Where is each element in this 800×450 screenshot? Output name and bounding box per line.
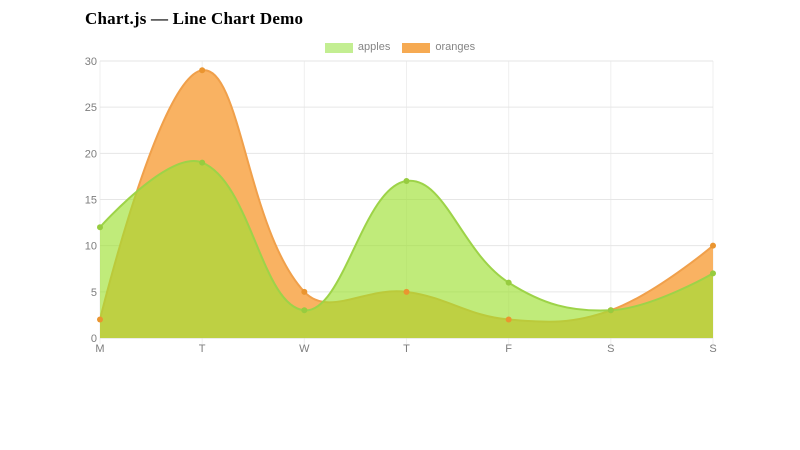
x-tick-label: F xyxy=(505,343,512,355)
y-tick-label: 15 xyxy=(85,195,97,207)
oranges-point[interactable] xyxy=(505,316,512,323)
y-tick-label: 0 xyxy=(91,333,97,345)
legend-swatch-oranges xyxy=(402,42,431,53)
apples-point[interactable] xyxy=(199,159,206,166)
x-tick-label: T xyxy=(199,343,206,355)
y-tick-label: 30 xyxy=(85,56,97,68)
legend-label: oranges xyxy=(435,41,476,53)
apples-point[interactable] xyxy=(97,224,103,231)
chart-legend: apples oranges xyxy=(0,42,800,53)
oranges-point[interactable] xyxy=(710,242,716,249)
x-tick-label: W xyxy=(299,343,310,355)
apples-area xyxy=(100,161,713,338)
x-tick-label: S xyxy=(607,343,614,355)
apples-point[interactable] xyxy=(403,178,410,185)
y-tick-label: 5 xyxy=(91,287,97,299)
legend-swatch-apples xyxy=(324,42,353,53)
x-tick-label: S xyxy=(709,343,716,355)
oranges-point[interactable] xyxy=(199,67,206,74)
legend-item-apples: apples xyxy=(324,41,391,53)
x-tick-label: T xyxy=(403,343,410,355)
apples-point[interactable] xyxy=(505,279,512,286)
y-tick-label: 20 xyxy=(85,148,97,160)
apples-point[interactable] xyxy=(607,307,614,314)
apples-point[interactable] xyxy=(301,307,308,314)
apples-point[interactable] xyxy=(710,270,716,277)
x-tick-label: M xyxy=(95,343,104,355)
oranges-point[interactable] xyxy=(403,288,410,295)
page-title: Chart.js — Line Chart Demo xyxy=(85,9,304,28)
oranges-point[interactable] xyxy=(301,288,308,295)
legend-item-oranges: oranges xyxy=(402,42,475,53)
y-tick-label: 10 xyxy=(85,241,97,253)
oranges-point[interactable] xyxy=(97,316,103,323)
y-tick-label: 25 xyxy=(85,102,97,114)
legend-label: apples xyxy=(357,41,391,53)
